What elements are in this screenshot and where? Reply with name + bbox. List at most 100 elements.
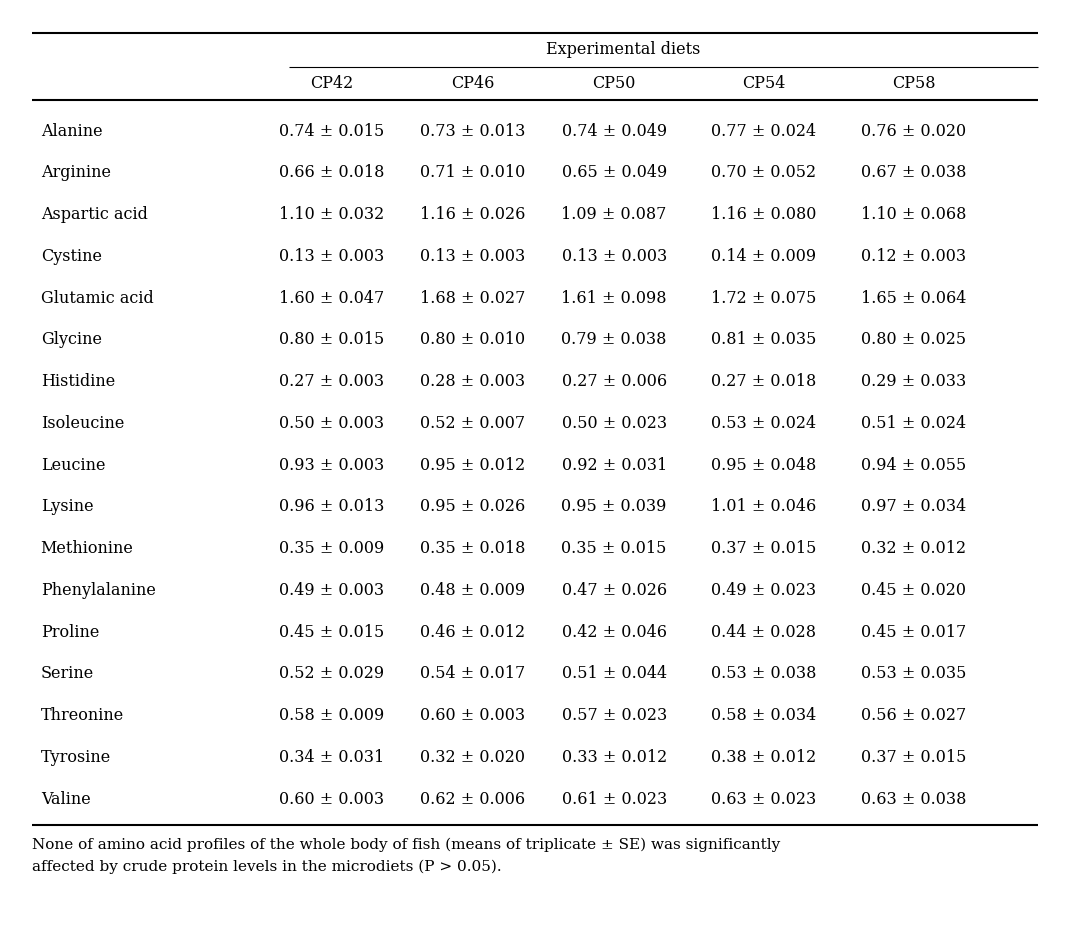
Text: Serine: Serine [41, 665, 94, 683]
Text: Isoleucine: Isoleucine [41, 415, 124, 432]
Text: 0.80 ± 0.025: 0.80 ± 0.025 [861, 332, 966, 348]
Text: 0.92 ± 0.031: 0.92 ± 0.031 [562, 457, 667, 474]
Text: 0.76 ± 0.020: 0.76 ± 0.020 [861, 122, 966, 139]
Text: CP50: CP50 [593, 75, 636, 92]
Text: 0.32 ± 0.012: 0.32 ± 0.012 [861, 540, 966, 558]
Text: 0.53 ± 0.035: 0.53 ± 0.035 [861, 665, 966, 683]
Text: 0.63 ± 0.023: 0.63 ± 0.023 [712, 791, 816, 808]
Text: 0.38 ± 0.012: 0.38 ± 0.012 [712, 749, 816, 766]
Text: 0.14 ± 0.009: 0.14 ± 0.009 [712, 248, 816, 265]
Text: 0.34 ± 0.031: 0.34 ± 0.031 [279, 749, 384, 766]
Text: 0.49 ± 0.023: 0.49 ± 0.023 [712, 582, 816, 599]
Text: Proline: Proline [41, 624, 100, 641]
Text: 0.27 ± 0.003: 0.27 ± 0.003 [279, 373, 384, 390]
Text: 0.48 ± 0.009: 0.48 ± 0.009 [421, 582, 525, 599]
Text: 1.01 ± 0.046: 1.01 ± 0.046 [712, 499, 816, 516]
Text: 1.10 ± 0.032: 1.10 ± 0.032 [279, 206, 384, 223]
Text: 0.42 ± 0.046: 0.42 ± 0.046 [562, 624, 667, 641]
Text: 0.27 ± 0.006: 0.27 ± 0.006 [562, 373, 667, 390]
Text: Experimental diets: Experimental diets [546, 41, 700, 59]
Text: 0.79 ± 0.038: 0.79 ± 0.038 [562, 332, 667, 348]
Text: 0.57 ± 0.023: 0.57 ± 0.023 [562, 707, 667, 724]
Text: 0.95 ± 0.048: 0.95 ± 0.048 [712, 457, 816, 474]
Text: 0.28 ± 0.003: 0.28 ± 0.003 [421, 373, 525, 390]
Text: Arginine: Arginine [41, 164, 110, 181]
Text: Lysine: Lysine [41, 499, 93, 516]
Text: CP54: CP54 [743, 75, 785, 92]
Text: 0.70 ± 0.052: 0.70 ± 0.052 [712, 164, 816, 181]
Text: 0.71 ± 0.010: 0.71 ± 0.010 [421, 164, 525, 181]
Text: 0.62 ± 0.006: 0.62 ± 0.006 [421, 791, 525, 808]
Text: 0.46 ± 0.012: 0.46 ± 0.012 [421, 624, 525, 641]
Text: 0.74 ± 0.049: 0.74 ± 0.049 [562, 122, 667, 139]
Text: 0.77 ± 0.024: 0.77 ± 0.024 [712, 122, 816, 139]
Text: Histidine: Histidine [41, 373, 114, 390]
Text: 0.95 ± 0.026: 0.95 ± 0.026 [421, 499, 525, 516]
Text: 0.74 ± 0.015: 0.74 ± 0.015 [279, 122, 384, 139]
Text: 0.60 ± 0.003: 0.60 ± 0.003 [421, 707, 525, 724]
Text: 0.81 ± 0.035: 0.81 ± 0.035 [712, 332, 816, 348]
Text: 0.44 ± 0.028: 0.44 ± 0.028 [712, 624, 816, 641]
Text: 0.32 ± 0.020: 0.32 ± 0.020 [421, 749, 525, 766]
Text: 0.56 ± 0.027: 0.56 ± 0.027 [861, 707, 966, 724]
Text: 0.95 ± 0.012: 0.95 ± 0.012 [421, 457, 525, 474]
Text: CP58: CP58 [892, 75, 935, 92]
Text: 0.67 ± 0.038: 0.67 ± 0.038 [861, 164, 966, 181]
Text: Methionine: Methionine [41, 540, 134, 558]
Text: 0.66 ± 0.018: 0.66 ± 0.018 [279, 164, 384, 181]
Text: 1.61 ± 0.098: 1.61 ± 0.098 [562, 290, 667, 306]
Text: Cystine: Cystine [41, 248, 102, 265]
Text: 0.13 ± 0.003: 0.13 ± 0.003 [421, 248, 525, 265]
Text: 0.13 ± 0.003: 0.13 ± 0.003 [562, 248, 667, 265]
Text: Threonine: Threonine [41, 707, 124, 724]
Text: 0.61 ± 0.023: 0.61 ± 0.023 [562, 791, 667, 808]
Text: 0.73 ± 0.013: 0.73 ± 0.013 [421, 122, 525, 139]
Text: 0.52 ± 0.029: 0.52 ± 0.029 [279, 665, 384, 683]
Text: 0.63 ± 0.038: 0.63 ± 0.038 [861, 791, 966, 808]
Text: 1.65 ± 0.064: 1.65 ± 0.064 [861, 290, 966, 306]
Text: Tyrosine: Tyrosine [41, 749, 111, 766]
Text: 0.13 ± 0.003: 0.13 ± 0.003 [279, 248, 384, 265]
Text: 0.80 ± 0.010: 0.80 ± 0.010 [421, 332, 525, 348]
Text: 0.35 ± 0.018: 0.35 ± 0.018 [421, 540, 525, 558]
Text: 0.51 ± 0.044: 0.51 ± 0.044 [562, 665, 667, 683]
Text: Valine: Valine [41, 791, 90, 808]
Text: 0.35 ± 0.009: 0.35 ± 0.009 [279, 540, 384, 558]
Text: 0.52 ± 0.007: 0.52 ± 0.007 [421, 415, 525, 432]
Text: 0.65 ± 0.049: 0.65 ± 0.049 [562, 164, 667, 181]
Text: 1.09 ± 0.087: 1.09 ± 0.087 [562, 206, 667, 223]
Text: 0.47 ± 0.026: 0.47 ± 0.026 [562, 582, 667, 599]
Text: 0.29 ± 0.033: 0.29 ± 0.033 [861, 373, 966, 390]
Text: Leucine: Leucine [41, 457, 105, 474]
Text: 0.50 ± 0.003: 0.50 ± 0.003 [279, 415, 384, 432]
Text: 0.60 ± 0.003: 0.60 ± 0.003 [279, 791, 384, 808]
Text: Glutamic acid: Glutamic acid [41, 290, 153, 306]
Text: 1.60 ± 0.047: 1.60 ± 0.047 [279, 290, 384, 306]
Text: 0.27 ± 0.018: 0.27 ± 0.018 [712, 373, 816, 390]
Text: 0.37 ± 0.015: 0.37 ± 0.015 [861, 749, 966, 766]
Text: Alanine: Alanine [41, 122, 103, 139]
Text: 1.72 ± 0.075: 1.72 ± 0.075 [712, 290, 816, 306]
Text: 0.58 ± 0.034: 0.58 ± 0.034 [712, 707, 816, 724]
Text: Phenylalanine: Phenylalanine [41, 582, 155, 599]
Text: 0.97 ± 0.034: 0.97 ± 0.034 [861, 499, 966, 516]
Text: 0.45 ± 0.020: 0.45 ± 0.020 [861, 582, 966, 599]
Text: 0.93 ± 0.003: 0.93 ± 0.003 [279, 457, 384, 474]
Text: 1.10 ± 0.068: 1.10 ± 0.068 [861, 206, 966, 223]
Text: 0.58 ± 0.009: 0.58 ± 0.009 [279, 707, 384, 724]
Text: Aspartic acid: Aspartic acid [41, 206, 148, 223]
Text: 0.12 ± 0.003: 0.12 ± 0.003 [861, 248, 966, 265]
Text: 0.54 ± 0.017: 0.54 ± 0.017 [421, 665, 525, 683]
Text: None of amino acid profiles of the whole body of fish (means of triplicate ± SE): None of amino acid profiles of the whole… [32, 838, 780, 853]
Text: 0.94 ± 0.055: 0.94 ± 0.055 [861, 457, 966, 474]
Text: CP42: CP42 [310, 75, 353, 92]
Text: 0.51 ± 0.024: 0.51 ± 0.024 [861, 415, 966, 432]
Text: 0.50 ± 0.023: 0.50 ± 0.023 [562, 415, 667, 432]
Text: 0.96 ± 0.013: 0.96 ± 0.013 [279, 499, 384, 516]
Text: 0.95 ± 0.039: 0.95 ± 0.039 [562, 499, 667, 516]
Text: 1.68 ± 0.027: 1.68 ± 0.027 [421, 290, 525, 306]
Text: 0.53 ± 0.024: 0.53 ± 0.024 [712, 415, 816, 432]
Text: 0.53 ± 0.038: 0.53 ± 0.038 [712, 665, 816, 683]
Text: 0.35 ± 0.015: 0.35 ± 0.015 [562, 540, 667, 558]
Text: 0.45 ± 0.015: 0.45 ± 0.015 [279, 624, 384, 641]
